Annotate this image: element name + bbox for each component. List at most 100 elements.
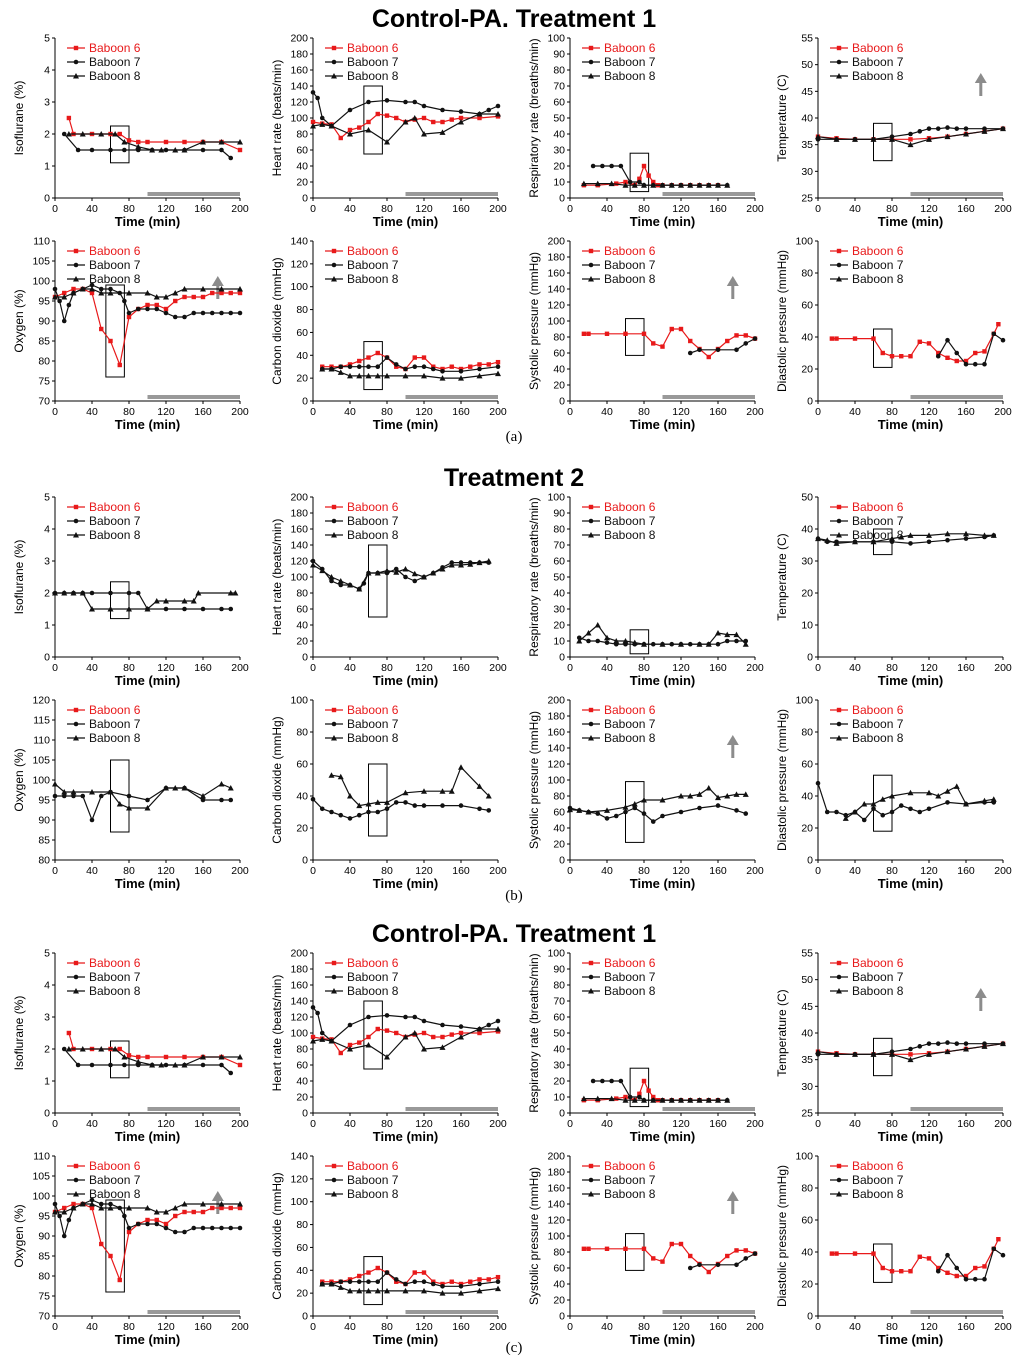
data-point [337, 578, 344, 584]
data-point [641, 1078, 647, 1084]
x-tick-label: 120 [672, 662, 690, 674]
x-tick-label: 0 [52, 865, 58, 877]
y-axis-label: Diastolic pressure (mmHg) [775, 1165, 789, 1307]
x-tick-label: 200 [746, 662, 764, 674]
legend-label: Baboon 8 [604, 731, 656, 745]
data-point [981, 797, 988, 804]
data-point [89, 606, 95, 612]
y-tick-label: 140 [290, 540, 308, 552]
data-point [982, 1276, 987, 1282]
data-point [908, 1269, 913, 1274]
legend-label: Baboon 6 [604, 956, 656, 970]
x-tick-label: 40 [849, 1321, 861, 1333]
data-point [829, 1251, 835, 1256]
data-point [458, 1034, 464, 1040]
data-point [448, 788, 455, 794]
chart-c-7: 0 20 40 60 80 100 120 140 160 180 200 0 40 80 120 160 20… [527, 1151, 764, 1348]
data-point [742, 641, 749, 647]
x-tick-label: 0 [567, 865, 573, 877]
y-tick-label: 70 [553, 540, 565, 552]
data-point [365, 1287, 372, 1294]
legend-label: Baboon 6 [852, 41, 904, 55]
y-tick-label: 80 [38, 356, 50, 368]
x-tick-label: 120 [157, 406, 175, 418]
chart-a-7: 0 20 40 60 80 100 120 140 160 180 200 0 40 80 120 160 20… [527, 236, 764, 433]
data-point [75, 147, 81, 153]
data-point [228, 290, 233, 296]
x-tick-label: 0 [310, 865, 316, 877]
x-tick-label: 160 [957, 865, 975, 877]
y-tick-label: 5 [44, 492, 50, 504]
x-tick-label: 0 [567, 1118, 573, 1130]
legend-label: Baboon 7 [89, 970, 141, 984]
data-point [734, 1248, 739, 1253]
legend-label: Baboon 8 [347, 731, 399, 745]
data-point [889, 793, 895, 799]
legend-marker [73, 248, 79, 254]
legend-marker [836, 988, 842, 994]
y-tick-label: 20 [553, 839, 565, 851]
data-point [232, 590, 239, 596]
x-tick-label: 200 [994, 865, 1012, 877]
x-axis-label: Time (min) [630, 214, 696, 229]
data-point [889, 1269, 895, 1274]
y-tick-label: 60 [296, 1242, 308, 1254]
legend-label: Baboon 8 [604, 528, 656, 542]
data-point [477, 806, 482, 812]
data-point [991, 331, 997, 337]
data-point [659, 1097, 666, 1103]
data-point [907, 141, 914, 148]
data-point [495, 111, 501, 117]
y-tick-label: 100 [290, 281, 308, 293]
series-line-7 [593, 1080, 728, 1101]
data-point [477, 362, 482, 367]
data-point [172, 785, 179, 791]
data-point [609, 1078, 614, 1084]
y-axis-label: Isoflurane (%) [12, 540, 26, 615]
y-tick-label: 60 [801, 300, 813, 312]
data-point [476, 372, 483, 379]
data-point [210, 1205, 215, 1211]
x-tick-label: 80 [886, 203, 898, 215]
highlight-box [873, 1243, 893, 1283]
data-point [181, 147, 188, 153]
legend-label: Baboon 7 [89, 258, 141, 272]
data-point [403, 800, 408, 805]
data-point [145, 1054, 150, 1060]
data-point [1000, 1040, 1006, 1047]
data-point [678, 326, 684, 332]
legend-marker [331, 721, 337, 727]
data-point [366, 119, 371, 125]
data-point [328, 1281, 335, 1287]
data-point [98, 286, 104, 292]
x-tick-label: 120 [920, 662, 938, 674]
y-tick-label: 100 [547, 948, 565, 960]
data-point [715, 1097, 721, 1103]
data-point [990, 532, 997, 538]
up-arrow-head-icon [726, 1191, 739, 1201]
up-arrow-head-icon [974, 73, 987, 83]
x-tick-label: 40 [601, 1321, 613, 1333]
highlight-box [873, 1037, 893, 1077]
legend-marker [331, 73, 337, 79]
data-point [594, 1095, 601, 1102]
data-point [66, 1217, 72, 1223]
data-point [191, 310, 197, 316]
legend-label: Baboon 8 [852, 1187, 904, 1201]
data-point [89, 1062, 95, 1068]
y-tick-label: 30 [553, 1060, 565, 1072]
data-point [89, 590, 95, 596]
x-tick-label: 40 [601, 865, 613, 877]
highlight-box [368, 544, 388, 618]
legend-marker [73, 1191, 79, 1197]
data-point [237, 1054, 243, 1060]
highlight-box [110, 581, 130, 620]
data-point [421, 1030, 427, 1036]
x-tick-label: 120 [920, 406, 938, 418]
x-tick-label: 200 [994, 203, 1012, 215]
y-tick-label: 0 [559, 652, 565, 664]
x-tick-label: 0 [815, 203, 821, 215]
data-point [576, 807, 583, 813]
data-point [641, 182, 647, 188]
data-point [495, 1026, 501, 1032]
